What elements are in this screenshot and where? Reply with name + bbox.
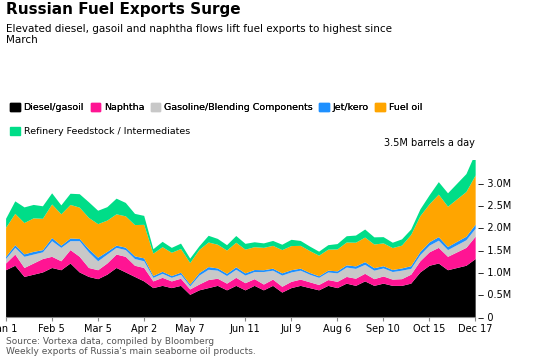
Text: Elevated diesel, gasoil and naphtha flows lift fuel exports to highest since
Mar: Elevated diesel, gasoil and naphtha flow… [6, 24, 392, 45]
Text: Source: Vortexa data, compiled by Bloomberg
Weekly exports of Russia's main seab: Source: Vortexa data, compiled by Bloomb… [6, 337, 255, 356]
Text: 3.5M barrels a day: 3.5M barrels a day [384, 138, 475, 148]
Text: Russian Fuel Exports Surge: Russian Fuel Exports Surge [6, 2, 240, 17]
Legend: Refinery Feedstock / Intermediates: Refinery Feedstock / Intermediates [10, 127, 190, 136]
Legend: Diesel/gasoil, Naphtha, Gasoline/Blending Components, Jet/kero, Fuel oil: Diesel/gasoil, Naphtha, Gasoline/Blendin… [10, 103, 422, 112]
